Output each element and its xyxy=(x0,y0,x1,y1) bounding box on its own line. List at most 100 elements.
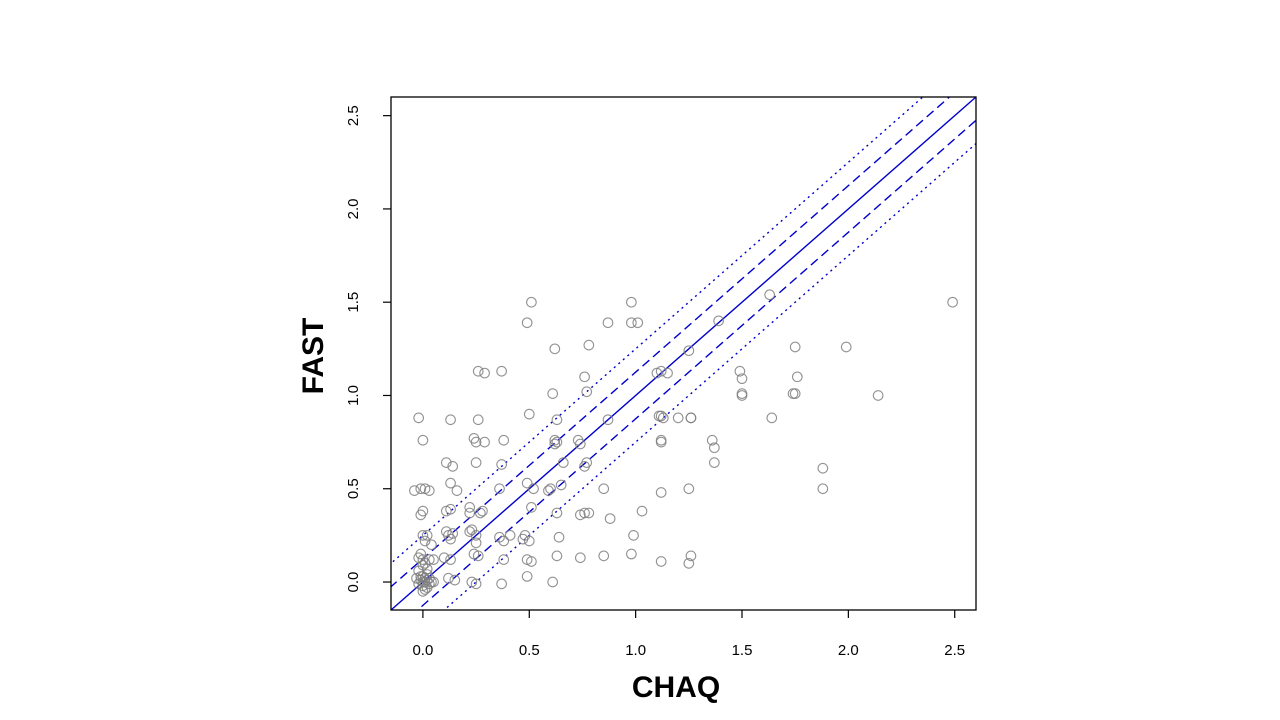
plot-frame xyxy=(390,96,977,611)
data-point xyxy=(417,505,429,517)
data-point xyxy=(504,530,516,541)
data-point xyxy=(626,317,637,329)
x-tick-label: 2.5 xyxy=(944,642,965,659)
y-tick-label: 0.5 xyxy=(345,478,362,499)
data-point xyxy=(464,526,476,538)
reference-line-dotted-3 xyxy=(391,97,924,565)
data-point xyxy=(445,414,456,426)
data-point xyxy=(549,438,561,450)
data-point xyxy=(626,296,637,308)
data-point xyxy=(498,434,510,446)
data-point xyxy=(440,526,452,538)
data-point xyxy=(426,539,437,551)
data-point xyxy=(464,507,476,519)
data-point xyxy=(445,554,456,565)
data-point xyxy=(447,461,459,472)
data-point xyxy=(683,345,695,357)
data-point xyxy=(413,412,425,424)
data-point xyxy=(583,507,595,519)
data-point xyxy=(470,530,482,541)
data-point xyxy=(528,483,539,495)
data-point xyxy=(451,485,463,496)
data-point xyxy=(840,341,852,353)
data-point xyxy=(417,559,429,571)
data-point xyxy=(521,571,533,582)
data-point xyxy=(545,483,556,495)
data-point xyxy=(526,502,537,513)
data-point xyxy=(470,436,482,448)
y-axis-title: FAST xyxy=(297,318,330,395)
data-point xyxy=(549,343,561,355)
data-point xyxy=(604,513,616,524)
data-point xyxy=(526,556,537,567)
data-point xyxy=(423,485,435,496)
data-point xyxy=(411,572,422,584)
data-point xyxy=(817,462,829,474)
data-point xyxy=(440,457,452,468)
data-point xyxy=(523,408,535,420)
x-axis: 0.0 0.5 1.0 1.5 2.0 2.5 xyxy=(412,610,965,659)
y-tick-label: 2.0 xyxy=(345,198,362,219)
data-point xyxy=(551,507,563,519)
data-point xyxy=(517,533,529,545)
data-point xyxy=(581,457,593,468)
data-point xyxy=(557,457,569,468)
data-point xyxy=(472,550,484,562)
data-point xyxy=(947,296,958,308)
y-axis: 0.0 0.5 1.0 1.5 2.0 2.5 xyxy=(345,105,391,592)
data-point xyxy=(706,434,718,446)
data-point xyxy=(523,535,535,547)
data-point xyxy=(409,485,420,496)
reference-line-dashed-2 xyxy=(416,119,976,610)
reference-line-solid-0 xyxy=(391,97,976,610)
reference-line-dotted-4 xyxy=(443,142,976,610)
y-tick-label: 1.0 xyxy=(345,385,362,406)
data-point xyxy=(583,339,595,351)
data-point xyxy=(817,483,829,495)
data-point xyxy=(428,576,439,588)
data-point xyxy=(498,554,510,565)
data-point xyxy=(479,436,490,448)
data-point xyxy=(477,505,488,517)
data-point xyxy=(443,572,454,584)
data-point xyxy=(734,365,746,377)
y-tick-label: 0.0 xyxy=(345,572,362,593)
data-point xyxy=(543,485,554,496)
data-point xyxy=(708,457,720,468)
data-point xyxy=(417,530,429,541)
data-point xyxy=(470,578,482,590)
data-point xyxy=(683,483,695,495)
data-point xyxy=(636,505,648,517)
data-point xyxy=(555,479,567,491)
data-point xyxy=(655,487,667,498)
data-point xyxy=(579,371,590,383)
data-point xyxy=(428,554,439,565)
data-point xyxy=(708,442,720,454)
data-point xyxy=(438,552,450,564)
data-point xyxy=(419,584,431,595)
data-point xyxy=(551,436,563,448)
data-point xyxy=(526,296,537,308)
data-point xyxy=(494,483,505,495)
data-point xyxy=(474,507,486,519)
data-point xyxy=(470,457,482,468)
reference-lines xyxy=(391,97,976,610)
reference-line-dashed-1 xyxy=(391,97,951,588)
data-point xyxy=(657,412,669,424)
data-point xyxy=(787,388,799,399)
data-point xyxy=(496,459,507,470)
x-tick-label: 1.0 xyxy=(625,642,646,659)
data-point xyxy=(551,550,563,562)
data-point xyxy=(764,289,776,301)
x-axis-title: CHAQ xyxy=(632,671,720,704)
data-point xyxy=(789,341,801,353)
data-point xyxy=(683,558,695,569)
data-point xyxy=(521,317,533,329)
data-point xyxy=(498,535,510,547)
data-point xyxy=(713,315,724,327)
data-point xyxy=(464,502,476,513)
data-point xyxy=(547,576,559,588)
data-point xyxy=(685,412,697,424)
data-point xyxy=(415,548,427,560)
data-point xyxy=(602,414,614,426)
